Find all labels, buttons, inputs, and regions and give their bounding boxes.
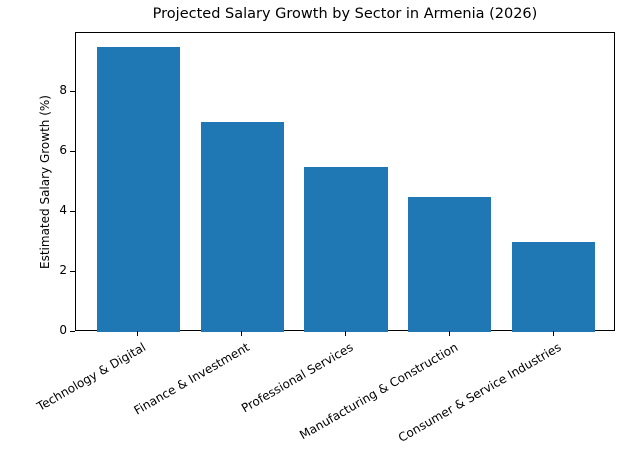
- y-tick: [70, 271, 75, 272]
- y-tick-label: 6: [59, 143, 67, 157]
- bar: [96, 47, 180, 332]
- x-tick: [449, 331, 450, 336]
- bar: [512, 242, 596, 332]
- plot-area: [75, 32, 615, 332]
- y-tick-label: 8: [59, 83, 67, 97]
- x-tick: [553, 331, 554, 336]
- x-tick-label: Professional Services: [238, 340, 356, 416]
- y-tick-label: 4: [59, 203, 67, 217]
- y-tick: [70, 151, 75, 152]
- bar: [408, 197, 492, 332]
- bar: [200, 122, 284, 332]
- bar: [304, 167, 388, 332]
- x-tick: [345, 331, 346, 336]
- x-tick: [137, 331, 138, 336]
- y-tick: [70, 91, 75, 92]
- y-tick: [70, 331, 75, 332]
- y-tick-label: 2: [59, 263, 67, 277]
- x-tick-label: Finance & Investment: [131, 340, 253, 418]
- chart-title: Projected Salary Growth by Sector in Arm…: [152, 6, 538, 22]
- x-tick-label: Technology & Digital: [34, 340, 149, 414]
- y-tick-label: 0: [59, 323, 67, 337]
- y-axis-label: Estimated Salary Growth (%): [37, 94, 52, 269]
- y-tick: [70, 211, 75, 212]
- x-tick-label: Consumer & Service Industries: [395, 340, 564, 445]
- x-tick: [241, 331, 242, 336]
